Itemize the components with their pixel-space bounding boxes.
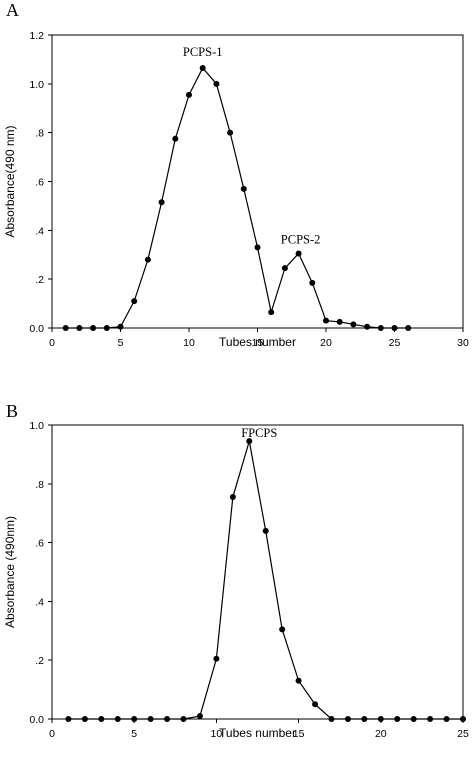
x-tick-label: 0 [49,337,55,349]
data-point [364,323,371,330]
data-point [262,527,269,534]
series-line [68,441,463,720]
data-point [246,438,253,445]
data-point [410,716,417,722]
chart-panel-b: B 0 5 10 15 20 25 0.0 .2 .4 .6 .8 1.0 Tubes number Abs… [3,401,469,740]
y-tick-label: 1.2 [29,30,44,42]
chart-panel-a: A 0 5 10 15 20 25 30 0.0 .2 .4 .6 .8 1.0 1.2 Tubes numb… [3,0,469,349]
data-point [460,716,466,722]
x-axis-title: Tubes number [219,726,296,740]
data-point [62,325,69,331]
data-point [158,199,165,206]
data-point [213,80,220,87]
y-tick-label: .2 [35,655,44,667]
data-point [90,325,97,331]
x-tick-label: 15 [293,728,305,740]
data-point [213,655,220,662]
data-point [180,716,187,722]
data-point [254,244,261,251]
data-point [186,91,192,98]
data-point [227,129,234,136]
x-tick-label: 10 [183,337,195,349]
data-point [361,716,368,722]
data-point [76,325,83,331]
data-point [281,265,288,272]
y-tick-label: .6 [35,538,44,550]
data-point [131,298,138,305]
y-tick-label: .8 [35,479,44,491]
panel-letter: B [6,401,18,421]
data-point [350,321,357,328]
y-tick-label: 0.0 [29,714,44,726]
data-point [443,716,450,722]
peak-annotation: PCPS-1 [183,45,223,59]
data-point [427,716,434,722]
y-tick-label: .4 [35,225,44,237]
data-point [295,250,302,257]
peak-annotation: PCPS-2 [281,233,321,247]
y-tick-label: .4 [35,596,44,608]
data-point [394,716,401,722]
data-point [196,713,203,720]
series-line [65,66,409,329]
x-tick-label: 5 [131,728,137,740]
peak-annotation: FPCPS [241,426,277,440]
data-point [172,135,179,142]
data-point [312,701,319,708]
x-axis-title: Tubes number [219,335,296,349]
plot-frame [51,424,464,720]
x-tick-label: 5 [118,337,124,349]
data-point [117,323,124,330]
data-point [405,325,412,331]
data-point [147,716,154,722]
data-point [279,626,286,633]
data-point [103,325,110,331]
data-point [65,716,72,722]
data-point [131,716,138,722]
data-point [114,716,121,722]
data-point [377,325,384,331]
x-tick-label: 25 [389,337,401,349]
plot-frame [51,34,464,329]
data-point [199,64,206,71]
data-point [98,716,105,722]
y-tick-label: .6 [35,177,44,189]
y-tick-label: 0.0 [29,323,44,335]
x-tick-label: 20 [375,728,387,740]
data-point [81,716,88,722]
x-tick-label: 15 [252,337,264,349]
data-point [295,677,302,684]
y-axis-title: Absorbance(490 nm) [3,125,17,237]
x-tick-label: 30 [457,337,469,349]
data-point [323,317,329,324]
data-point [309,279,316,286]
data-point [344,716,351,722]
x-tick-label: 25 [457,728,469,740]
data-point [164,716,171,722]
x-tick-label: 20 [320,337,332,349]
panel-letter: A [6,0,19,20]
y-tick-label: .2 [35,274,44,286]
data-point [391,325,398,331]
x-tick-label: 0 [49,728,55,740]
data-point [268,309,275,316]
data-point [144,256,151,263]
y-tick-label: .8 [35,128,44,140]
y-tick-label: 1.0 [29,79,44,91]
data-point [336,318,343,325]
data-point [377,716,384,722]
y-tick-label: 1.0 [29,420,44,432]
data-point [328,716,335,722]
y-axis-title: Absorbance (490nm) [3,516,17,628]
data-point [229,494,236,501]
data-point [240,185,247,192]
x-tick-label: 10 [211,728,223,740]
